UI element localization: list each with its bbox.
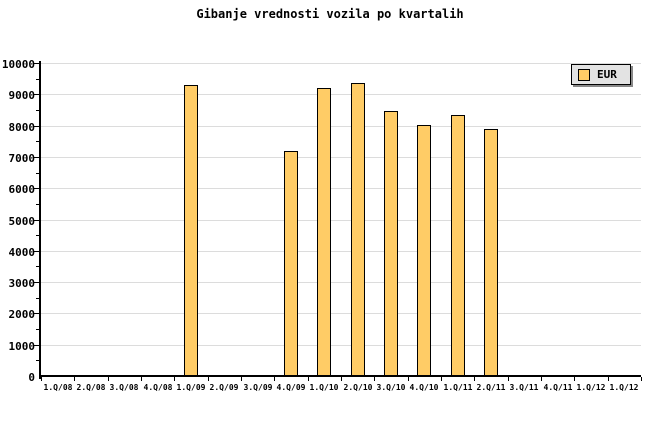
gridline bbox=[41, 63, 641, 64]
x-axis-tick bbox=[174, 377, 175, 381]
x-axis-tick bbox=[208, 377, 209, 381]
chart-title: Gibanje vrednosti vozila po kvartalih bbox=[196, 7, 464, 21]
x-axis-line bbox=[39, 375, 641, 377]
x-axis-label: 3.Q/09 bbox=[243, 383, 273, 392]
y-axis-minor-tick bbox=[36, 266, 39, 267]
bar bbox=[417, 125, 431, 376]
x-axis-label: 1.Q/12 bbox=[609, 383, 639, 392]
x-axis-tick bbox=[408, 377, 409, 381]
gridline bbox=[41, 345, 641, 346]
x-axis-tick bbox=[541, 377, 542, 381]
x-axis-label: 4.Q/11 bbox=[543, 383, 573, 392]
x-axis-label: 1.Q/11 bbox=[443, 383, 473, 392]
y-axis-minor-tick bbox=[36, 360, 39, 361]
x-axis-label: 1.Q/09 bbox=[176, 383, 206, 392]
bar bbox=[384, 111, 398, 376]
y-axis-tick bbox=[34, 94, 39, 95]
x-axis-tick bbox=[641, 377, 642, 381]
x-axis-label: 3.Q/11 bbox=[509, 383, 539, 392]
y-axis-label: 8000 bbox=[8, 121, 36, 134]
plot-area: 0 1000 2000 3000 4000 5000 6000 7000 8000 9000 100… bbox=[2, 59, 642, 392]
x-axis-tick bbox=[574, 377, 575, 381]
legend-swatch-eur bbox=[578, 68, 590, 81]
y-axis-label: 2000 bbox=[8, 308, 36, 321]
x-axis-label: 1.Q/08 bbox=[43, 383, 73, 392]
bar bbox=[317, 88, 331, 376]
y-axis-minor-tick bbox=[36, 298, 39, 299]
y-axis-tick bbox=[34, 345, 39, 346]
y-axis-tick bbox=[34, 157, 39, 158]
gridline bbox=[41, 220, 641, 221]
x-axis-tick bbox=[308, 377, 309, 381]
x-axis-tick bbox=[374, 377, 375, 381]
gridline bbox=[41, 251, 641, 252]
y-axis-label: 0 bbox=[28, 371, 35, 384]
legend-box: EUR bbox=[571, 64, 631, 85]
y-axis-tick bbox=[34, 188, 39, 189]
x-axis-tick bbox=[441, 377, 442, 381]
x-axis-tick bbox=[508, 377, 509, 381]
y-axis-minor-tick bbox=[36, 110, 39, 111]
y-axis-tick bbox=[34, 220, 39, 221]
y-axis-tick bbox=[34, 63, 39, 64]
x-axis-tick bbox=[108, 377, 109, 381]
y-axis-label: 6000 bbox=[8, 183, 36, 196]
x-axis-label: 4.Q/10 bbox=[409, 383, 439, 392]
y-axis-label: 9000 bbox=[8, 89, 36, 102]
x-axis-label: 2.Q/11 bbox=[476, 383, 506, 392]
x-axis-label: 1.Q/10 bbox=[309, 383, 339, 392]
gridline bbox=[41, 313, 641, 314]
y-axis-label: 5000 bbox=[8, 215, 36, 228]
x-axis-tick bbox=[608, 377, 609, 381]
x-axis-tick bbox=[141, 377, 142, 381]
y-axis-line bbox=[39, 61, 41, 379]
y-axis-label: 1000 bbox=[8, 340, 36, 353]
x-axis-label: 3.Q/08 bbox=[109, 383, 139, 392]
bar bbox=[184, 85, 198, 376]
y-axis-label: 10000 bbox=[1, 58, 35, 71]
x-axis-label: 2.Q/09 bbox=[209, 383, 239, 392]
x-axis-label: 3.Q/10 bbox=[376, 383, 406, 392]
legend-label-eur: EUR bbox=[597, 68, 617, 81]
gridline bbox=[41, 94, 641, 95]
gridline bbox=[41, 157, 641, 158]
y-axis-tick bbox=[34, 313, 39, 314]
x-axis-label: 1.Q/12 bbox=[576, 383, 606, 392]
bar bbox=[351, 83, 365, 376]
y-axis-tick bbox=[34, 126, 39, 127]
x-axis-label: 2.Q/10 bbox=[343, 383, 373, 392]
gridline bbox=[41, 282, 641, 283]
bar bbox=[484, 129, 498, 376]
y-axis-tick bbox=[34, 251, 39, 252]
x-axis-tick bbox=[41, 377, 42, 381]
y-axis-minor-tick bbox=[36, 329, 39, 330]
bar bbox=[284, 151, 298, 376]
gridline bbox=[41, 188, 641, 189]
y-axis-label: 3000 bbox=[8, 277, 36, 290]
x-axis-label: 2.Q/08 bbox=[76, 383, 106, 392]
y-axis-minor-tick bbox=[36, 141, 39, 142]
y-axis-minor-tick bbox=[36, 173, 39, 174]
gridline bbox=[41, 126, 641, 127]
x-axis-tick bbox=[241, 377, 242, 381]
x-axis-label: 4.Q/09 bbox=[276, 383, 306, 392]
x-axis-tick bbox=[74, 377, 75, 381]
bar bbox=[451, 115, 465, 376]
y-axis-minor-tick bbox=[36, 235, 39, 236]
y-axis-tick bbox=[34, 282, 39, 283]
y-axis-minor-tick bbox=[36, 204, 39, 205]
x-axis-tick bbox=[274, 377, 275, 381]
x-axis-tick bbox=[474, 377, 475, 381]
y-axis-label: 4000 bbox=[8, 246, 36, 259]
y-axis-label: 7000 bbox=[8, 152, 36, 165]
y-axis-minor-tick bbox=[36, 79, 39, 80]
x-axis-tick bbox=[341, 377, 342, 381]
x-axis-label: 4.Q/08 bbox=[143, 383, 173, 392]
